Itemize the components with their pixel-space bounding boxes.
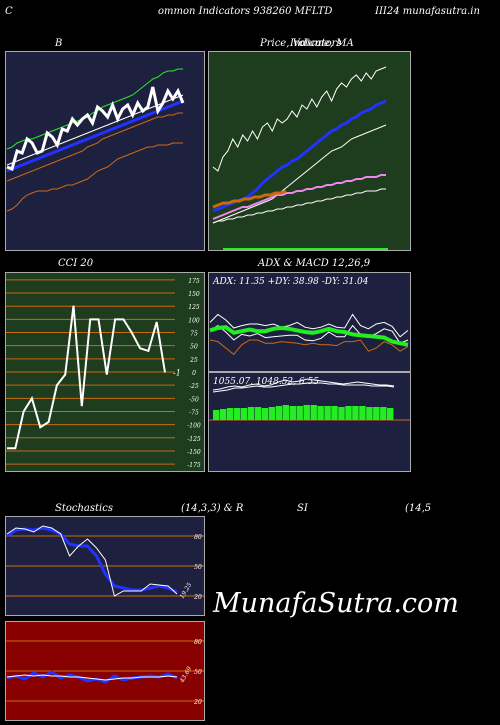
histogram-bar (213, 410, 220, 420)
tick-label: 20 (193, 699, 202, 706)
tick-label: 75 (190, 331, 198, 338)
minus-di-line (209, 324, 409, 344)
histogram-bar (247, 407, 255, 420)
histogram-bar (352, 406, 359, 420)
ma-pink (212, 174, 386, 220)
histogram-bar (331, 406, 338, 420)
chart-macd: 1055.07, 1048.52, 6.55 (208, 372, 411, 472)
histogram-bar (254, 407, 262, 420)
ma-long (212, 188, 386, 224)
histogram-bar (387, 408, 394, 420)
tick-label: -25 (189, 383, 199, 390)
price-line (212, 66, 387, 172)
histogram-bar (261, 408, 269, 420)
chart-adx-title: ADX & MACD 12,26,9 (258, 258, 371, 269)
histogram-bar (289, 406, 296, 420)
histogram-bar (296, 406, 303, 420)
price-line (6, 86, 185, 172)
histogram-bar (282, 405, 289, 420)
tick-label: 0 (192, 370, 196, 377)
tick-label: 125 (188, 304, 200, 311)
chart-stoch-title: Stochastics (55, 503, 113, 514)
tick-label: 80 (194, 639, 202, 646)
tick-label: 80 (194, 534, 202, 541)
tick-label: 25 (189, 357, 198, 364)
histogram-bar (220, 409, 227, 420)
tick-label: -75 (189, 409, 199, 416)
chart-price-title: Price, Volume, MA (260, 38, 354, 49)
histogram-bar (226, 408, 234, 420)
chart-price-volume-ma (208, 51, 411, 251)
plot-area (208, 51, 411, 251)
adx-line (209, 325, 409, 347)
signal-line (212, 382, 395, 393)
rsi-line (6, 670, 178, 684)
histogram-bar (268, 407, 276, 420)
tick-label: 50 (194, 564, 202, 571)
histogram-bar (366, 407, 373, 420)
mid-line-2 (6, 99, 184, 173)
plus-di-line (209, 313, 409, 338)
stoch-k-line (6, 525, 178, 597)
histogram-bar (303, 405, 310, 420)
histogram-bar (310, 405, 317, 420)
histogram-bar (324, 406, 331, 420)
lower-band-2 (6, 142, 183, 212)
ma-mid (212, 124, 387, 224)
tick-label: 50 (190, 344, 198, 351)
cci-line (7, 305, 166, 450)
histogram-bar (233, 408, 241, 420)
header-right: III24 munafasutra.in (375, 6, 480, 17)
chart-stoch-params: (14,3,3) & R (181, 503, 244, 514)
header-title: ommon Indicators 938260 MFLTD (158, 6, 333, 17)
watermark: MunafaSutra.com (213, 588, 459, 619)
tick-label: 20 (193, 594, 202, 601)
histogram-bar (380, 407, 387, 420)
ma-orange (212, 189, 287, 209)
plot-area (208, 272, 411, 372)
macd-readout: 1055.07, 1048.52, 6.55 (213, 377, 319, 387)
histogram-bar (275, 406, 283, 420)
histogram-bar (338, 407, 345, 420)
chart-adx: ADX: 11.35 +DY: 38.98 -DY: 31.04 (208, 272, 411, 372)
chart-cci: 175 150 125 100 75 50 25 0 -25 -50 -75 -100 -125 -150… (5, 272, 205, 472)
histogram-bar (373, 407, 380, 420)
histogram-bar (345, 406, 352, 420)
tick-label: -100 (187, 423, 201, 430)
tick-label: 100 (188, 317, 200, 324)
last-value: -1 (173, 369, 181, 378)
macd-line (212, 378, 395, 391)
chart-rsi-title: SI (297, 503, 308, 514)
lower-band (6, 112, 183, 182)
stoch-d-line (6, 526, 178, 594)
plot-area (208, 372, 411, 472)
header-left: C (5, 6, 13, 17)
histogram-bar (240, 408, 248, 420)
chart-b-title: B (55, 38, 63, 49)
adx-readout: ADX: 11.35 +DY: 38.98 -DY: 31.04 (212, 277, 369, 287)
tick-label: 150 (188, 291, 200, 298)
histogram-bar (317, 406, 324, 420)
histogram-bar (359, 406, 366, 420)
adx-orange (209, 339, 409, 356)
tick-label: -125 (187, 436, 201, 443)
tick-label: -175 (187, 462, 201, 469)
tick-label: -50 (189, 396, 199, 403)
chart-rsi-params: (14,5 (405, 503, 432, 514)
chart-b (5, 51, 205, 251)
rsi-signal-line (6, 674, 178, 681)
tick-label: 175 (188, 278, 200, 285)
tick-label: -150 (187, 449, 201, 456)
chart-cci-title: CCI 20 (58, 258, 94, 269)
chart-price-overlay: Indicators (290, 38, 342, 49)
tick-label: 50 (194, 669, 202, 676)
